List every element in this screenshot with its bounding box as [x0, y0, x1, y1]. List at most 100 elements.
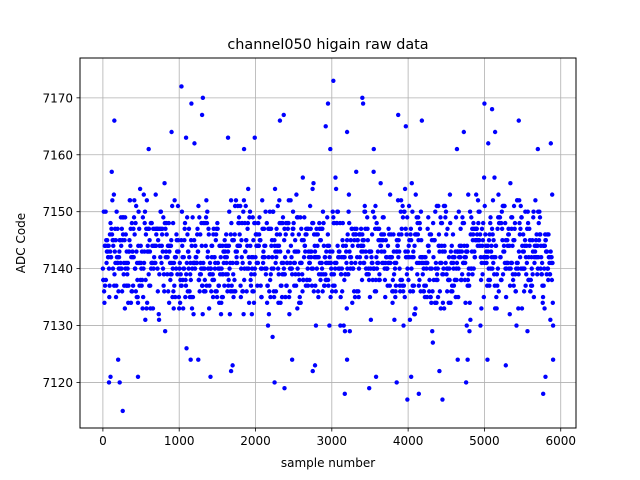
data-point [364, 255, 369, 260]
data-point [512, 226, 517, 231]
data-point [514, 323, 519, 328]
outlier-point [281, 112, 286, 118]
data-point [234, 260, 240, 266]
data-point [294, 192, 299, 197]
data-point [103, 209, 108, 214]
data-point [368, 249, 374, 254]
data-point [237, 232, 242, 237]
data-point [310, 266, 316, 271]
data-point [205, 249, 211, 254]
data-point [525, 329, 530, 334]
data-point [486, 237, 492, 243]
outlier-point [419, 118, 425, 123]
data-point [408, 226, 414, 231]
data-point [268, 226, 274, 231]
data-point [144, 306, 149, 311]
data-point [119, 289, 125, 294]
data-point [110, 198, 115, 203]
outlier-point [106, 380, 112, 385]
data-point [259, 266, 265, 271]
outlier-point [208, 374, 213, 379]
data-point [343, 249, 349, 254]
data-point [484, 260, 489, 266]
data-point [491, 237, 496, 243]
data-point [388, 260, 393, 266]
data-point [487, 277, 493, 283]
outlier-point [416, 391, 422, 397]
data-point [324, 249, 329, 254]
data-point [436, 232, 442, 237]
data-point [332, 283, 337, 288]
data-point [191, 237, 197, 243]
data-point [193, 243, 198, 249]
data-point [289, 266, 295, 271]
data-point [535, 243, 540, 249]
data-point [183, 283, 189, 288]
data-point [138, 260, 144, 266]
data-point [179, 283, 184, 288]
data-point [266, 255, 271, 260]
data-point [423, 255, 428, 260]
data-point [516, 272, 521, 277]
data-point [161, 272, 167, 277]
data-point [119, 243, 124, 249]
data-point [358, 260, 363, 266]
data-point [519, 306, 525, 311]
outlier-point [540, 391, 546, 397]
data-point [111, 192, 117, 197]
data-point [278, 249, 283, 254]
data-point [228, 232, 233, 237]
data-point [181, 266, 187, 271]
data-point [267, 209, 273, 214]
data-point [267, 277, 273, 283]
data-point [251, 300, 257, 305]
data-point [285, 260, 290, 266]
data-point [159, 260, 164, 266]
data-point [469, 215, 474, 220]
data-point [319, 266, 325, 271]
data-point [546, 277, 551, 283]
data-point [374, 220, 379, 226]
data-point [219, 266, 224, 271]
data-point [541, 283, 546, 288]
data-point [435, 266, 440, 271]
data-point [362, 209, 368, 214]
data-point [224, 232, 229, 237]
data-point [197, 215, 202, 220]
outlier-point [312, 363, 318, 368]
data-point [503, 294, 509, 300]
data-point [133, 203, 139, 209]
data-point [499, 220, 504, 226]
data-point [224, 255, 230, 260]
data-point [437, 289, 443, 294]
data-point [382, 277, 388, 283]
data-point [441, 306, 447, 311]
data-point [327, 255, 332, 260]
data-point [160, 266, 166, 271]
data-point [168, 277, 173, 283]
data-point [270, 255, 275, 260]
data-point [521, 249, 527, 254]
data-point [354, 169, 359, 175]
data-point [510, 215, 515, 220]
outlier-point [192, 141, 197, 146]
data-point [342, 329, 348, 334]
data-point [405, 266, 410, 271]
data-point [533, 237, 539, 243]
data-point [335, 209, 341, 214]
data-point [182, 237, 187, 243]
x-tick-label: 5000 [469, 434, 500, 448]
data-point [238, 203, 243, 209]
data-point [259, 294, 264, 300]
data-point [301, 237, 306, 243]
data-point [382, 249, 387, 254]
data-point [543, 237, 548, 243]
data-point [169, 272, 174, 277]
x-axis-label: sample number [281, 456, 375, 470]
data-point [274, 232, 280, 237]
data-point [250, 215, 255, 220]
outlier-point [169, 129, 174, 135]
data-point [300, 175, 306, 180]
data-point [196, 277, 202, 283]
